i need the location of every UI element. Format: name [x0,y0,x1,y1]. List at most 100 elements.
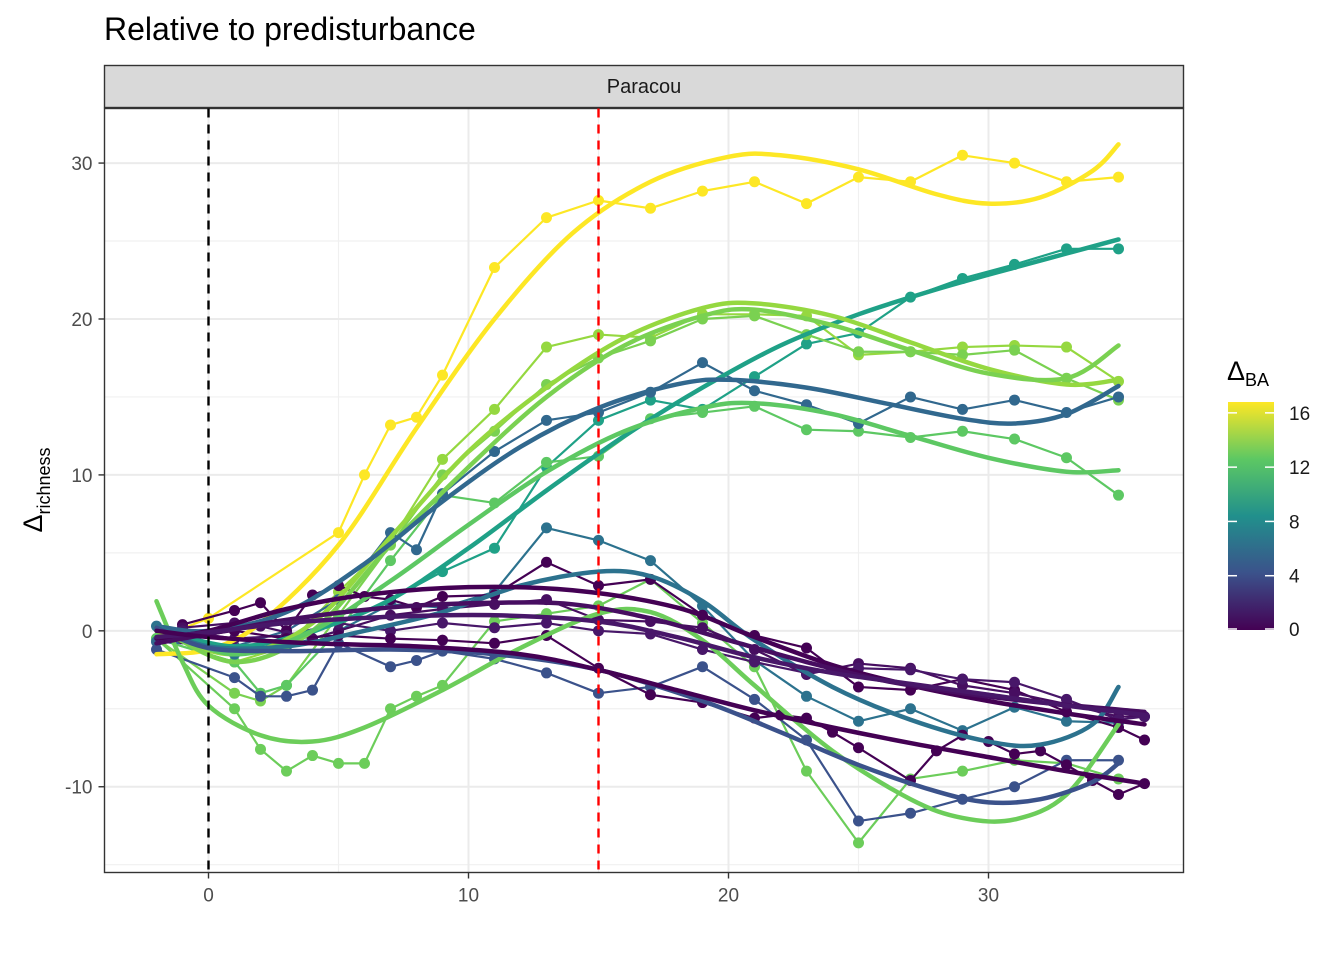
series-line [156,154,1119,640]
smooth-trend-line [154,612,1147,718]
data-point [593,625,604,637]
plot-panel-border [103,107,1185,874]
series-line [156,642,1119,823]
data-point [801,338,812,350]
data-point [853,837,864,849]
legend-title-symbol: Δ [1227,356,1245,386]
x-tick-label: 20 [718,886,739,907]
data-point [541,522,552,534]
data-point [307,750,318,762]
colorbar [1228,402,1274,630]
data-point [645,202,656,214]
smooth-trend-line [154,142,1121,657]
series-5 [151,400,1124,699]
data-point [541,667,552,679]
data-point [801,690,812,702]
data-point [645,394,656,406]
y-axis-title: Δrichness [18,447,54,532]
smooth-trend-line [154,625,1121,806]
data-point [1113,391,1124,403]
data-point [541,556,552,568]
data-point [541,212,552,224]
data-point [801,642,812,654]
data-point [697,661,708,673]
data-point [385,703,396,715]
data-point [385,633,396,645]
data-point [905,703,916,715]
smooth-trend-line [154,584,1147,727]
colorbar-tick-label: 4 [1289,567,1300,588]
data-point [1113,243,1124,255]
data-point [1009,676,1020,688]
colorbar-tick-label: 12 [1289,458,1310,479]
data-point [541,456,552,468]
data-point [229,687,240,699]
y-tick-label: -10 [65,778,92,799]
data-point [801,198,812,210]
data-point [853,681,864,693]
grid [104,108,1184,873]
data-point [905,807,916,819]
data-point [437,591,448,603]
data-point [489,403,500,415]
data-point [957,765,968,777]
y-tick-label: 20 [71,310,92,331]
data-point [853,815,864,827]
data-point [853,425,864,437]
panel-strip-label: Paracou [607,76,682,98]
data-point [489,262,500,274]
data-point [541,414,552,426]
data-point [957,425,968,437]
data-point [1061,341,1072,353]
smooth-trend-line [154,598,1121,824]
data-point [385,555,396,567]
data-point [801,424,812,436]
y-axis-subscript: richness [34,447,54,514]
data-point [1009,394,1020,406]
colorbar-tick-label: 16 [1289,404,1310,425]
data-point [1113,789,1124,801]
data-point [905,391,916,403]
data-point [1113,171,1124,183]
data-point [385,661,396,673]
data-point [853,742,864,754]
data-point [437,634,448,646]
data-point [255,690,266,702]
data-point [541,617,552,629]
data-point [1009,157,1020,169]
data-point [1009,344,1020,356]
data-point [749,385,760,397]
smooth-trend-line [154,300,1121,657]
data-point [749,310,760,322]
data-point [593,194,604,206]
data-point [957,403,968,415]
data-point [1061,452,1072,464]
legend: ΔBA 0 4 8 12 16 [1227,356,1310,641]
data-point [1061,693,1072,705]
data-point [957,149,968,161]
smooth-trend-line [154,568,1121,749]
data-point [645,555,656,567]
legend-title: ΔBA [1227,356,1269,390]
data-point [853,346,864,358]
data-point [281,765,292,777]
data-point [229,703,240,715]
data-point [905,664,916,676]
data-point [1139,734,1150,746]
data-point [255,743,266,755]
data-point [255,597,266,609]
data-point [749,176,760,188]
y-axis-symbol: Δ [18,514,48,532]
data-point [437,617,448,629]
data-series [151,142,1150,849]
data-point [801,765,812,777]
data-point [697,357,708,369]
series-line [155,314,1119,703]
smooth-trend-line [154,400,1121,657]
legend-title-subscript: BA [1245,370,1269,390]
data-point [437,453,448,465]
data-point [229,605,240,617]
chart-title: Relative to predisturbance [104,11,476,47]
data-point [1061,759,1072,771]
smooth-trend-line [154,628,1147,786]
